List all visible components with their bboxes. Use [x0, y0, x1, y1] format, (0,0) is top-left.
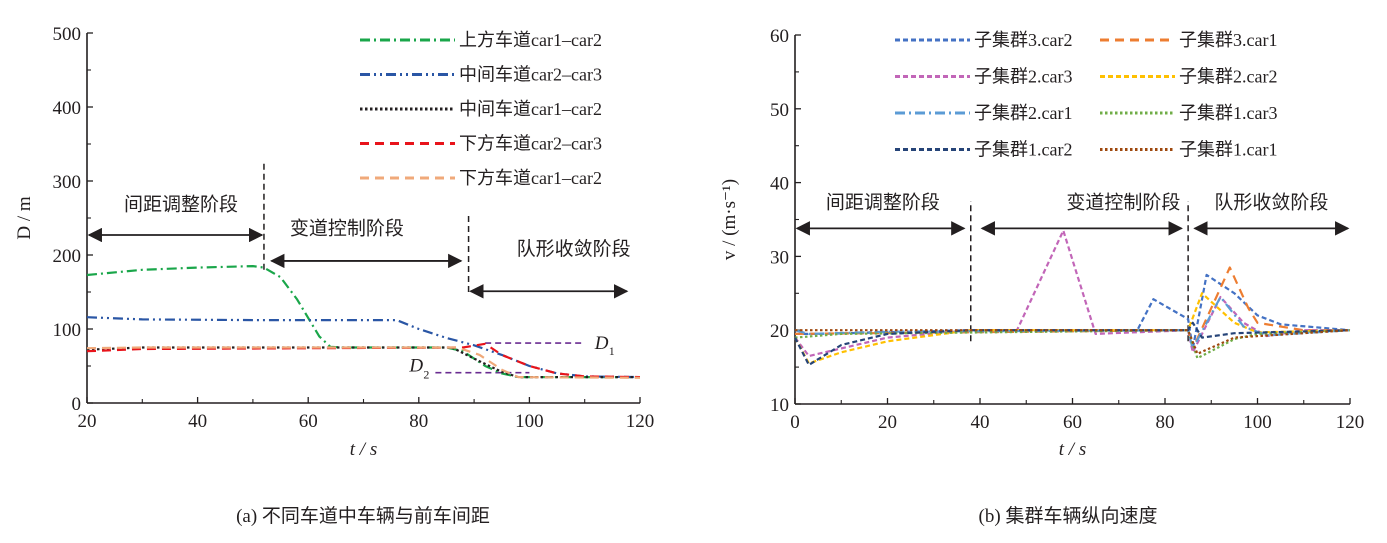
y-tick-label: 200 — [53, 246, 82, 267]
series-line-4 — [86, 346, 641, 379]
legend-label: 下方车道car1–car2 — [459, 168, 602, 188]
y-tick-label: 500 — [53, 24, 82, 45]
x-tick-label: 20 — [78, 411, 97, 432]
y-tick-label: 40 — [770, 174, 789, 195]
legend-label: 中间车道car1–car2 — [459, 99, 602, 119]
figure-caption: (a) 不同车道中车辆与前车间距 — [236, 505, 490, 527]
legend-label: 子集群1.car2 — [974, 140, 1072, 160]
x-tick-label: 60 — [1063, 412, 1082, 433]
phase-label: 间距调整阶段 — [124, 194, 238, 216]
d1-label: D — [594, 333, 609, 354]
panel-a-distance-chart: 20 40 60 80 100 120 0 100 200 300 400 500 t / s D / m… — [14, 24, 654, 527]
x-axis-label: t / s — [350, 439, 377, 460]
phase-label: 间距调整阶段 — [826, 191, 940, 213]
x-tick-label: 20 — [878, 412, 897, 433]
series-line-0 — [86, 265, 640, 379]
series-line-2 — [86, 346, 640, 379]
series-line-3 — [794, 292, 1351, 365]
y-axis-label: D / m — [14, 196, 35, 240]
y-tick-label: 20 — [770, 321, 789, 342]
legend-label: 子集群1.car3 — [1179, 103, 1277, 123]
d2-label: D — [408, 356, 423, 377]
legend-label: 下方车道car2–car3 — [459, 134, 602, 154]
x-tick-label: 100 — [1243, 412, 1272, 433]
figure-caption: (b) 集群车辆纵向速度 — [979, 505, 1158, 527]
y-tick-label: 50 — [770, 100, 789, 121]
legend-label: 子集群2.car3 — [974, 67, 1072, 87]
series-line-2 — [794, 229, 1350, 358]
x-axis-label: t / s — [1059, 439, 1086, 460]
x-tick-label: 100 — [515, 411, 544, 432]
panel-b-speed-chart: 0 20 40 60 80 100 120 10 20 30 40 50 60 t / s v / (m·s… — [719, 26, 1364, 527]
y-tick-label: 10 — [770, 395, 789, 416]
y-tick-label: 0 — [72, 394, 82, 415]
series-line-3 — [86, 342, 641, 379]
y-tick-label: 400 — [53, 98, 82, 119]
x-tick-label: 120 — [1336, 412, 1365, 433]
x-tick-label: 120 — [626, 411, 655, 432]
x-tick-label: 40 — [188, 411, 207, 432]
y-tick-label: 300 — [53, 172, 82, 193]
y-tick-label: 60 — [770, 26, 789, 47]
y-tick-label: 30 — [770, 247, 789, 268]
series-line-4 — [794, 295, 1351, 350]
phase-label: 队形收敛阶段 — [1214, 191, 1328, 213]
x-tick-label: 80 — [1156, 412, 1175, 433]
legend-label: 上方车道car1–car2 — [459, 30, 602, 50]
series-line-7 — [795, 329, 1351, 355]
legend-label: 子集群3.car2 — [974, 30, 1072, 50]
x-tick-label: 0 — [790, 412, 800, 433]
x-tick-label: 40 — [971, 412, 990, 433]
d1-subscript: 1 — [609, 344, 615, 358]
d2-subscript: 2 — [423, 368, 429, 382]
series-line-0 — [795, 273, 1351, 350]
legend-label: 子集群3.car1 — [1179, 30, 1277, 50]
legend-label: 子集群2.car1 — [974, 103, 1072, 123]
y-tick-label: 100 — [53, 320, 82, 341]
series-line-1 — [794, 266, 1350, 350]
x-tick-label: 60 — [299, 411, 318, 432]
legend-label: 子集群2.car2 — [1179, 67, 1277, 87]
phase-label: 变道控制阶段 — [1066, 191, 1180, 213]
series-line-5 — [794, 329, 1351, 360]
y-axis-label: v / (m·s⁻¹) — [719, 179, 740, 260]
legend-label: 中间车道car2–car3 — [459, 65, 602, 85]
series-line-6 — [794, 321, 1351, 366]
phase-label: 队形收敛阶段 — [517, 238, 631, 260]
phase-label: 变道控制阶段 — [290, 217, 404, 239]
x-tick-label: 80 — [409, 411, 428, 432]
legend-label: 子集群1.car1 — [1179, 140, 1277, 160]
